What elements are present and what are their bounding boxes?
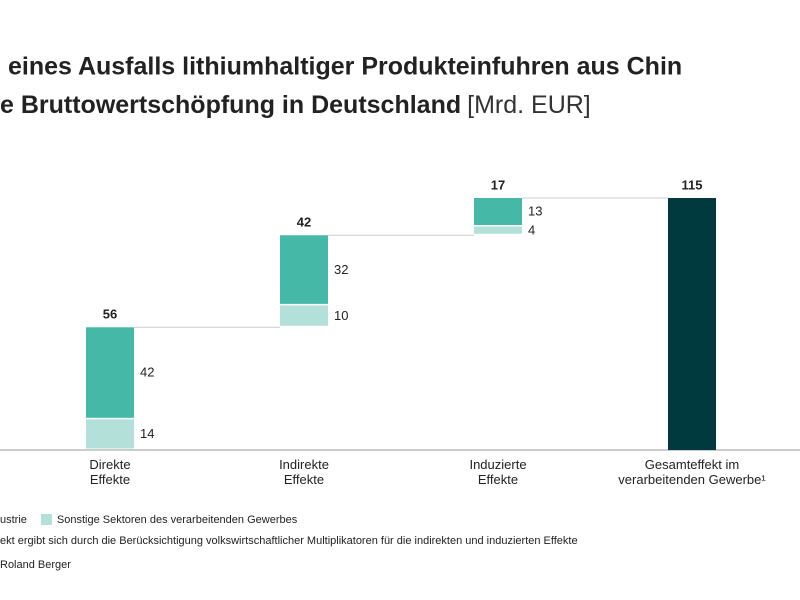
footnote: ekt ergibt sich durch die Berücksichtigu…: [0, 535, 578, 547]
x-tick-label: Direkte Effekte: [89, 457, 130, 487]
bar-segment: [86, 419, 134, 449]
x-tick-line: Gesamteffekt im: [645, 457, 739, 472]
bar-segment: [474, 198, 522, 225]
segment-label: 32: [334, 262, 348, 277]
chart-title: eines Ausfalls lithiumhaltiger Produktei…: [8, 53, 682, 81]
x-tick-line: Effekte: [284, 472, 324, 487]
total-label: 115: [682, 177, 703, 192]
x-tick-label: Gesamteffekt im verarbeitenden Gewerbe¹: [618, 457, 766, 487]
x-tick-label: Induzierte Effekte: [469, 457, 526, 487]
chart-subtitle: e Bruttowertschöpfung in Deutschland [Mrd…: [0, 91, 591, 119]
legend-label: Sonstige Sektoren des verarbeitenden Gew…: [57, 514, 298, 526]
x-tick-line: Induzierte: [469, 457, 526, 472]
total-label: 56: [103, 307, 117, 322]
unit: [Mrd. EUR]: [467, 91, 591, 119]
total-label: 42: [297, 215, 311, 230]
legend-swatch: [40, 514, 52, 525]
source: Roland Berger: [0, 559, 71, 571]
bar-segment: [280, 235, 328, 304]
x-tick-line: Indirekte: [279, 457, 329, 472]
bar-segment: [474, 226, 522, 234]
x-tick-line: Effekte: [478, 472, 518, 487]
subtitle-text: e Bruttowertschöpfung in Deutschland: [0, 91, 461, 119]
x-tick-line: Direkte: [89, 457, 130, 472]
bar-segment: [280, 305, 328, 326]
total-bar: [668, 198, 716, 450]
segment-label: 42: [140, 365, 154, 380]
segment-label: 4: [528, 222, 535, 237]
legend-label: ustrie: [0, 514, 27, 526]
segment-label: 14: [140, 426, 154, 441]
total-label: 17: [491, 177, 505, 192]
bar-segment: [86, 327, 134, 418]
x-tick-line: Effekte: [90, 472, 130, 487]
segment-label: 13: [528, 204, 542, 219]
x-tick-label: Indirekte Effekte: [279, 457, 329, 487]
x-tick-line: verarbeitenden Gewerbe¹: [618, 472, 766, 487]
segment-label: 10: [334, 308, 348, 323]
